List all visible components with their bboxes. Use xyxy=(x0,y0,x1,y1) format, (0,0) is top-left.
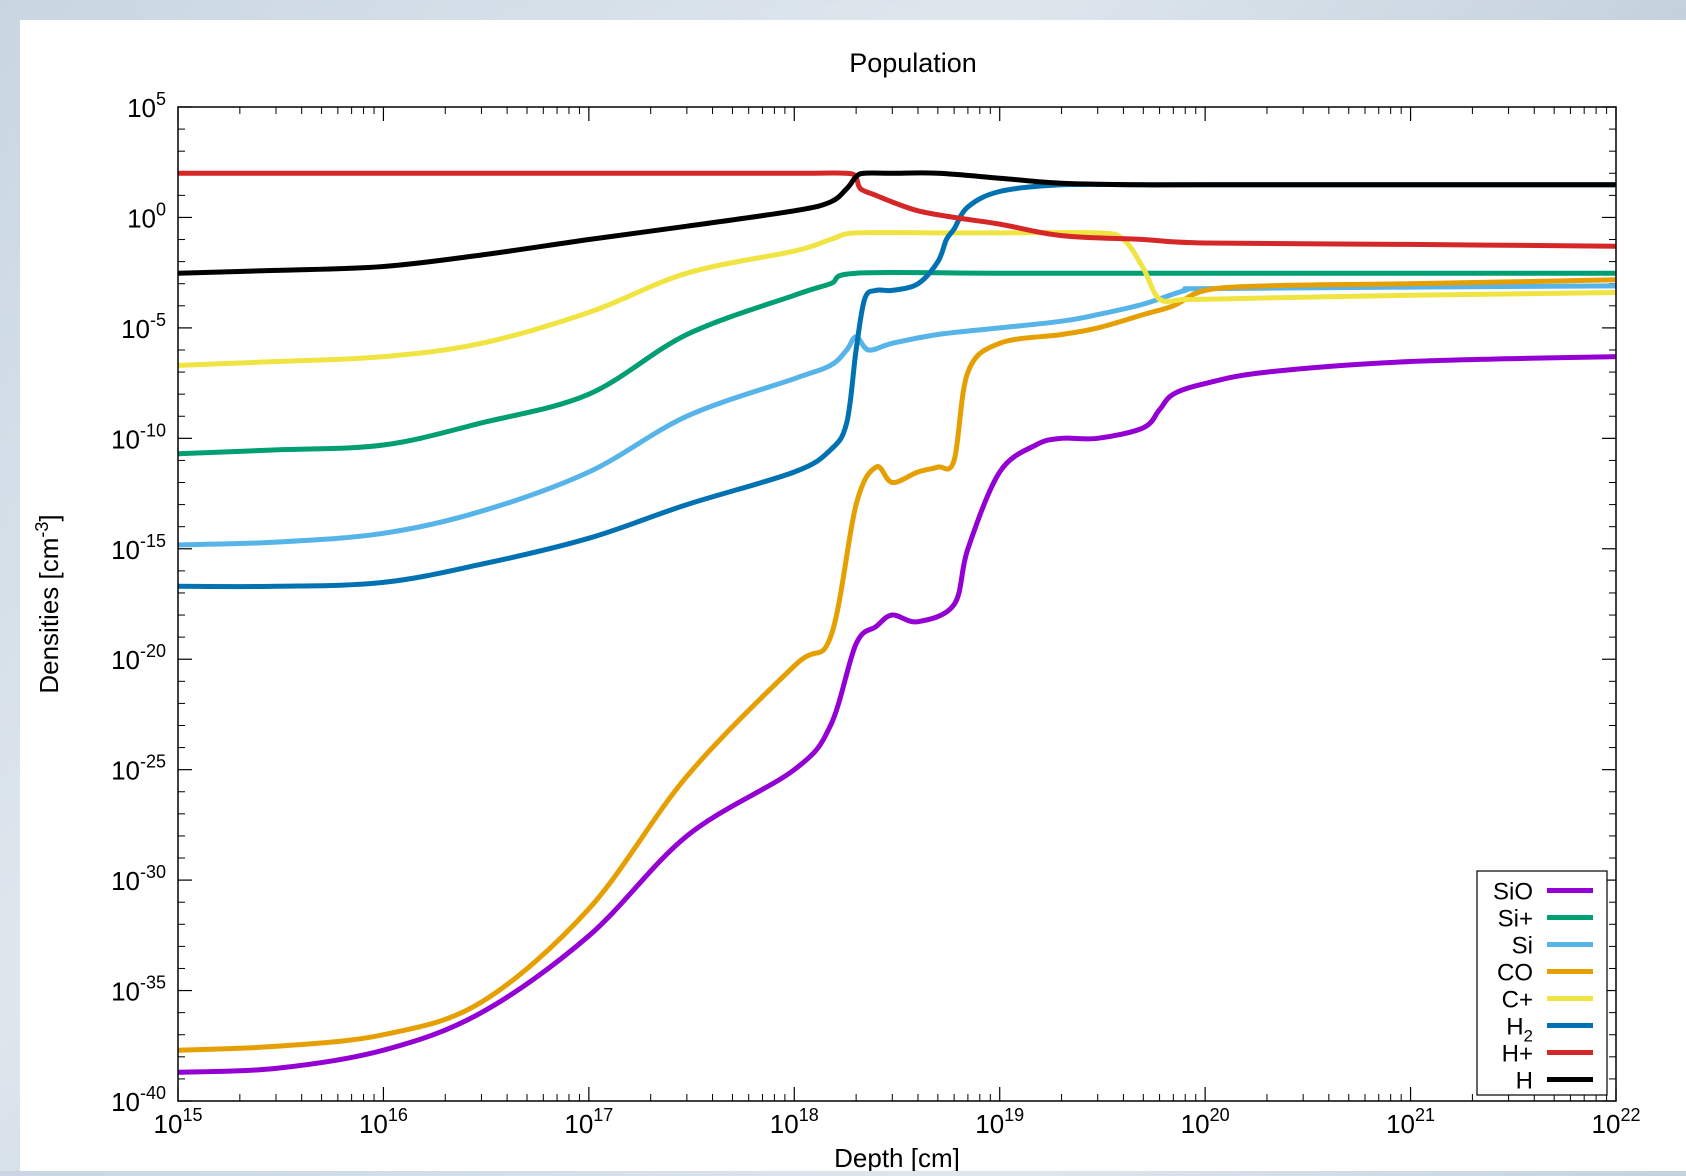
y-tick-label: 10-15 xyxy=(111,531,166,565)
legend-label-name: C+ xyxy=(1502,987,1533,1014)
y-tick-label: 10-20 xyxy=(111,641,166,675)
y-tick-label: 10-30 xyxy=(111,862,166,896)
y-tick-exp: 0 xyxy=(156,199,166,219)
x-tick-exp: 22 xyxy=(1620,1105,1640,1125)
legend-label-name: H xyxy=(1516,1068,1533,1095)
y-tick-base: 10 xyxy=(111,535,140,565)
y-tick-labels: 10510010-510-1010-1510-2010-2510-3010-35… xyxy=(111,89,166,1117)
y-tick-label: 100 xyxy=(127,199,166,233)
legend-label: Si xyxy=(1512,933,1533,960)
legend-label: H2 xyxy=(1506,1014,1533,1046)
x-tick-base: 10 xyxy=(154,1109,183,1139)
y-tick-exp: -30 xyxy=(140,862,166,882)
x-tick-base: 10 xyxy=(359,1109,388,1139)
x-tick-exp: 18 xyxy=(799,1105,819,1125)
x-tick-label: 1018 xyxy=(770,1105,819,1139)
series-line-co-3 xyxy=(178,277,1616,1053)
series-line-si-1 xyxy=(178,269,1616,457)
x-tick-label: 1015 xyxy=(154,1105,203,1139)
legend-label: Si+ xyxy=(1498,906,1533,933)
legend-label-sub: 2 xyxy=(1524,1027,1533,1046)
y-tick-label: 10-10 xyxy=(111,420,166,454)
y-tick-exp: -35 xyxy=(140,973,166,993)
y-tick-base: 10 xyxy=(111,424,140,454)
y-tick-label: 10-25 xyxy=(111,752,166,786)
y-tick-exp: -5 xyxy=(150,310,166,330)
legend-box xyxy=(1476,870,1608,1096)
legend-label: H xyxy=(1516,1068,1533,1095)
legend-label: C+ xyxy=(1502,987,1533,1014)
y-axis-label-tail: ] xyxy=(34,514,64,521)
legend-label-name: Si+ xyxy=(1498,906,1533,933)
x-tick-exp: 20 xyxy=(1210,1105,1230,1125)
legend-label: CO xyxy=(1497,960,1533,987)
y-tick-exp: -20 xyxy=(140,641,166,661)
data-series xyxy=(178,170,1616,1075)
y-tick-label: 10-5 xyxy=(121,310,166,344)
x-tick-label: 1017 xyxy=(564,1105,613,1139)
plot-area-frame xyxy=(177,106,1617,1102)
x-tick-exp: 19 xyxy=(1004,1105,1024,1125)
chart-title: Population xyxy=(849,48,977,78)
y-tick-exp: -40 xyxy=(140,1083,166,1103)
series-line-h-7 xyxy=(178,170,1616,276)
y-tick-base: 10 xyxy=(111,977,140,1007)
y-tick-base: 10 xyxy=(127,203,156,233)
y-tick-base: 10 xyxy=(111,866,140,896)
series-line-h-6 xyxy=(178,170,1616,249)
y-tick-base: 10 xyxy=(111,756,140,786)
x-tick-labels: 1015 1016 1017 1018 1019 1020 1021 1022 xyxy=(154,1105,1641,1139)
x-tick-label: 1016 xyxy=(359,1105,408,1139)
y-tick-label: 105 xyxy=(127,89,166,123)
chart-panel: Population 1015 1016 1017 1018 1019 1020 1021 1… xyxy=(20,20,1686,1173)
series-line-si-2 xyxy=(178,283,1616,548)
y-axis-label: Densities [cm-3] xyxy=(32,514,64,693)
legend-label-name: Si xyxy=(1512,933,1533,960)
y-tick-exp: -10 xyxy=(140,420,166,440)
x-tick-exp: 21 xyxy=(1415,1105,1435,1125)
x-axis-label: Depth [cm] xyxy=(834,1143,960,1171)
legend-label-name: SiO xyxy=(1493,879,1533,906)
y-tick-base: 10 xyxy=(127,93,156,123)
x-tick-label: 1020 xyxy=(1181,1105,1230,1139)
x-tick-label: 1019 xyxy=(975,1105,1024,1139)
x-tick-base: 10 xyxy=(1181,1109,1210,1139)
legend-label-name: H xyxy=(1506,1014,1523,1041)
y-tick-exp: -25 xyxy=(140,752,166,772)
y-axis-label-sup: -3 xyxy=(32,522,52,538)
y-axis-label-main: Densities [cm xyxy=(34,538,64,694)
x-tick-base: 10 xyxy=(770,1109,799,1139)
legend-label: SiO xyxy=(1493,879,1533,906)
y-tick-base: 10 xyxy=(111,645,140,675)
series-line-c-4 xyxy=(178,229,1616,368)
x-tick-base: 10 xyxy=(1592,1109,1621,1139)
x-tick-label: 1022 xyxy=(1592,1105,1641,1139)
y-tick-label: 10-35 xyxy=(111,973,166,1007)
legend-label-name: H+ xyxy=(1502,1041,1533,1068)
y-tick-base: 10 xyxy=(121,314,150,344)
y-tick-base: 10 xyxy=(111,1087,140,1117)
x-tick-base: 10 xyxy=(975,1109,1004,1139)
x-tick-label: 1021 xyxy=(1386,1105,1435,1139)
legend-label-name: CO xyxy=(1497,960,1533,987)
x-tick-exp: 16 xyxy=(388,1105,408,1125)
population-chart: Population 1015 1016 1017 1018 1019 1020 1021 1… xyxy=(32,48,1641,1173)
axis-ticks xyxy=(177,106,1617,1102)
x-tick-base: 10 xyxy=(564,1109,593,1139)
series-line-sio-0 xyxy=(178,354,1616,1075)
y-tick-exp: -15 xyxy=(140,531,166,551)
y-tick-exp: 5 xyxy=(156,89,166,109)
legend-label: H+ xyxy=(1502,1041,1533,1068)
x-tick-base: 10 xyxy=(1386,1109,1415,1139)
y-tick-label: 10-40 xyxy=(111,1083,166,1117)
x-tick-exp: 15 xyxy=(182,1105,202,1125)
x-tick-exp: 17 xyxy=(593,1105,613,1125)
